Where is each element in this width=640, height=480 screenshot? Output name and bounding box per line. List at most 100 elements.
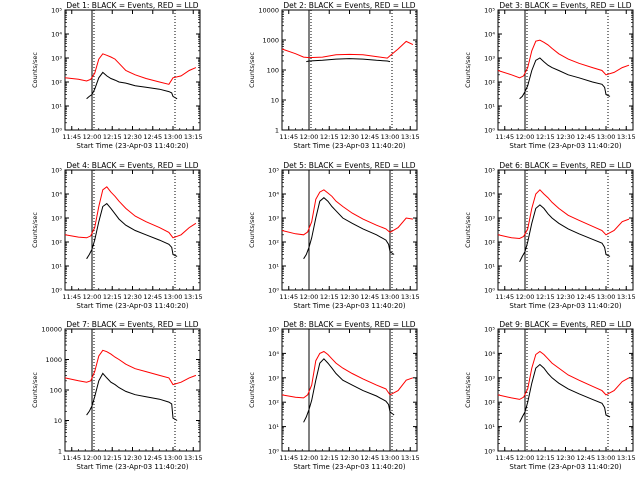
x-tick-label: 12:30 [340,454,359,462]
panel-title: Det 8: BLACK = Events, RED = LLD [283,320,415,329]
x-tick-label: 12:30 [556,293,575,301]
panel-title: Det 1: BLACK = Events, RED = LLD [66,1,198,10]
panel-det-7: Det 7: BLACK = Events, RED = LLD Start Ti… [31,320,203,471]
y-tick-label: 10⁵ [268,326,279,334]
x-tick-label: 12:30 [123,293,142,301]
y-tick-label: 10⁰ [484,287,495,295]
x-tick-label: 12:45 [360,133,379,141]
series-line-black [86,372,178,421]
panel-title: Det 7: BLACK = Events, RED = LLD [66,320,198,329]
y-tick-label: 10² [484,399,495,407]
x-tick-label: 12:15 [536,133,555,141]
x-tick-label: 12:15 [320,293,339,301]
y-tick-label: 10⁴ [268,191,279,199]
x-tick-label: 12:00 [83,133,102,141]
y-tick-label: 10⁴ [484,31,495,39]
x-tick-label: 12:45 [576,133,595,141]
y-tick-label: 10⁵ [484,326,495,334]
plot-frame [281,169,418,291]
y-tick-label: 10 [271,97,279,105]
y-tick-label: 10³ [484,374,495,382]
x-tick-label: 12:15 [536,293,555,301]
panel-det-2: Det 2: BLACK = Events, RED = LLD Start Ti… [248,1,420,150]
y-tick-label: 10² [51,239,62,247]
x-tick-label: 12:45 [143,293,162,301]
x-tick-label: 12:45 [576,293,595,301]
x-tick-label: 13:00 [381,133,400,141]
x-tick-label: 11:45 [62,454,81,462]
x-tick-label: 12:30 [123,454,142,462]
x-tick-label: 12:30 [556,454,575,462]
x-tick-label: 11:45 [62,293,81,301]
y-tick-label: 10⁴ [51,31,62,39]
x-tick-label: 13:15 [184,454,203,462]
x-tick-label: 11:45 [495,454,514,462]
series-line-black [519,204,611,263]
x-tick-label: 13:15 [401,133,420,141]
y-axis-label: Counts/sec [31,372,39,408]
x-tick-label: 12:15 [103,293,122,301]
y-tick-label: 100 [50,387,62,395]
x-axis-label: Start Time (23-Apr-03 11:40:20) [293,463,405,471]
y-tick-label: 10⁵ [51,7,62,15]
x-tick-label: 12:30 [123,133,142,141]
x-tick-label: 12:45 [360,293,379,301]
y-tick-label: 10⁴ [484,191,495,199]
x-tick-label: 12:15 [103,133,122,141]
y-tick-label: 10⁴ [268,350,279,358]
x-tick-label: 12:15 [536,454,555,462]
x-axis-label: Start Time (23-Apr-03 11:40:20) [293,142,405,150]
x-tick-label: 13:00 [381,454,400,462]
y-tick-label: 10⁰ [268,287,279,295]
panel-title: Det 2: BLACK = Events, RED = LLD [283,1,415,10]
x-axis-label: Start Time (23-Apr-03 11:40:20) [76,142,188,150]
series-line-black [306,58,391,63]
x-axis-label: Start Time (23-Apr-03 11:40:20) [509,302,621,310]
x-tick-label: 13:00 [597,293,616,301]
panel-title: Det 5: BLACK = Events, RED = LLD [283,161,415,170]
panel-det-3: Det 3: BLACK = Events, RED = LLD Start Ti… [464,1,636,150]
x-tick-label: 13:00 [597,454,616,462]
x-tick-label: 11:45 [495,293,514,301]
panel-det-9: Det 9: BLACK = Events, RED = LLD Start Ti… [464,320,636,471]
y-tick-label: 10¹ [484,423,495,431]
y-tick-label: 10⁵ [484,7,495,15]
y-tick-label: 10⁵ [51,167,62,175]
y-tick-label: 10⁰ [268,448,279,456]
y-axis-label: Counts/sec [464,372,472,408]
plot-frame [64,9,201,131]
x-tick-label: 13:15 [401,293,420,301]
y-tick-label: 10³ [51,215,62,223]
x-tick-label: 12:15 [320,133,339,141]
y-tick-label: 100 [267,67,279,75]
x-axis-label: Start Time (23-Apr-03 11:40:20) [509,142,621,150]
y-tick-label: 10¹ [268,263,279,271]
series-line-red [64,349,197,386]
panel-det-8: Det 8: BLACK = Events, RED = LLD Start Ti… [248,320,420,471]
x-tick-label: 12:00 [516,454,535,462]
x-tick-label: 11:45 [279,133,298,141]
x-tick-label: 12:15 [103,454,122,462]
x-tick-label: 13:00 [381,293,400,301]
x-tick-label: 12:15 [320,454,339,462]
panel-det-4: Det 4: BLACK = Events, RED = LLD Start Ti… [31,161,203,310]
plot-frame [64,169,201,291]
x-axis-label: Start Time (23-Apr-03 11:40:20) [76,302,188,310]
y-tick-label: 10⁴ [51,191,62,199]
y-tick-label: 10⁰ [484,448,495,456]
series-line-black [86,71,178,100]
x-tick-label: 13:00 [164,293,183,301]
x-tick-label: 12:45 [143,454,162,462]
x-tick-label: 12:45 [143,133,162,141]
panel-det-1: Det 1: BLACK = Events, RED = LLD Start Ti… [31,1,203,150]
panel-title: Det 3: BLACK = Events, RED = LLD [499,1,631,10]
y-axis-label: Counts/sec [248,212,256,248]
x-tick-label: 13:00 [164,133,183,141]
y-axis-label: Counts/sec [248,372,256,408]
panel-title: Det 6: BLACK = Events, RED = LLD [499,161,631,170]
x-tick-label: 12:00 [83,454,102,462]
y-tick-label: 10⁰ [51,127,62,135]
y-tick-label: 10³ [484,215,495,223]
y-axis-label: Counts/sec [464,212,472,248]
